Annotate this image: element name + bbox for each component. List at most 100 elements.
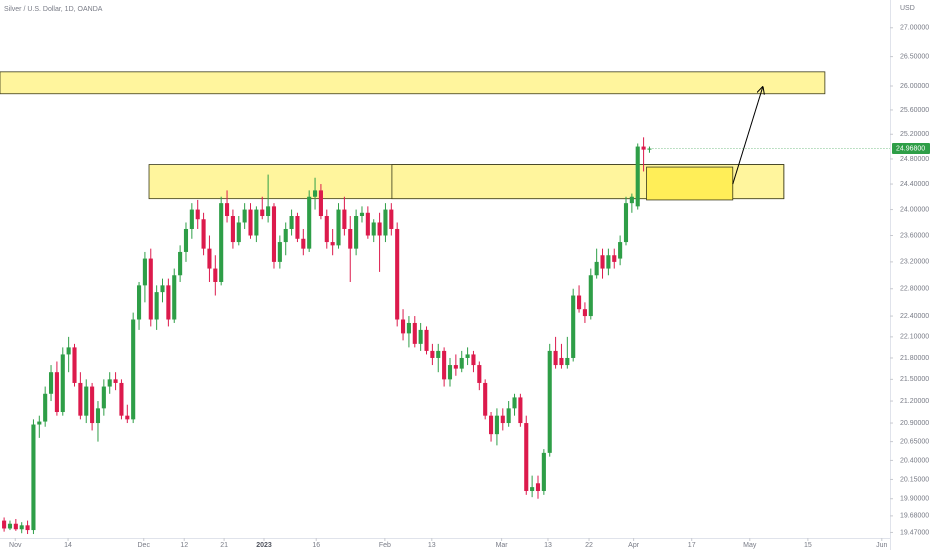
- y-tick-label: 21.50000: [900, 376, 929, 383]
- candle-body: [318, 190, 323, 217]
- x-tick-label: Mar: [496, 542, 509, 549]
- candle-body: [277, 242, 282, 262]
- y-tick-label: 22.10000: [900, 334, 929, 341]
- candle-body: [377, 222, 382, 236]
- y-tick-label: 20.65000: [900, 438, 929, 445]
- candle-body: [148, 258, 153, 320]
- candle-body: [588, 275, 593, 317]
- candle-body: [289, 216, 294, 229]
- x-tick-label: 14: [64, 542, 72, 549]
- candle-body: [60, 354, 65, 413]
- candle-body: [54, 372, 59, 413]
- candle-body: [354, 216, 359, 249]
- y-tick-label: 26.00000: [900, 83, 929, 90]
- candle-body: [612, 255, 617, 262]
- candle-body: [371, 222, 376, 236]
- candle-body: [78, 382, 83, 416]
- candle-body: [465, 354, 470, 358]
- candle-body: [13, 523, 18, 530]
- candle-body: [406, 322, 411, 334]
- candle-body: [629, 196, 634, 204]
- x-tick-label: Nov: [9, 542, 22, 549]
- candle-body: [365, 212, 370, 236]
- candle-body: [594, 261, 599, 276]
- x-tick-label: 13: [544, 542, 552, 549]
- y-tick-label: 25.20000: [900, 131, 929, 138]
- candle-body: [494, 415, 499, 435]
- candle-body: [119, 382, 124, 416]
- candle-body: [101, 386, 106, 409]
- candle-body: [131, 319, 136, 420]
- candle-body: [477, 365, 482, 383]
- candle-body: [236, 222, 241, 243]
- candle-body: [447, 365, 453, 380]
- candle-body: [489, 415, 494, 435]
- candle-body: [541, 452, 546, 491]
- candle-body: [266, 206, 271, 217]
- candle-body: [582, 309, 587, 317]
- candle-body: [412, 322, 417, 344]
- y-tick-label: 23.20000: [900, 259, 929, 266]
- candle-body: [166, 285, 171, 320]
- y-tick-label: 21.20000: [900, 398, 929, 405]
- candle-body: [330, 242, 335, 246]
- x-tick-label: Feb: [379, 542, 391, 549]
- candle-body: [647, 148, 652, 150]
- x-tick-label: 13: [428, 542, 436, 549]
- candle-body: [559, 357, 564, 366]
- candle-body: [31, 424, 36, 531]
- candle-body: [142, 258, 147, 286]
- candle-body: [125, 415, 130, 420]
- candle-body: [418, 329, 423, 344]
- y-tick-label: 24.40000: [900, 181, 929, 188]
- candle-body: [442, 350, 447, 380]
- y-tick-label: 23.60000: [900, 232, 929, 239]
- y-tick-label: 26.50000: [900, 53, 929, 60]
- candle-body: [242, 209, 247, 223]
- candle-body: [623, 203, 629, 243]
- candle-body: [37, 421, 42, 425]
- candle-body: [154, 292, 159, 320]
- x-tick-label: 16: [312, 542, 320, 549]
- candle-body: [518, 397, 523, 424]
- y-tick-label: 27.00000: [900, 25, 929, 32]
- y-tick-label: 19.68000: [900, 513, 929, 520]
- zone: [0, 71, 826, 95]
- candle-body: [577, 295, 582, 310]
- candle-body: [48, 372, 54, 394]
- x-tick-label: Apr: [628, 542, 640, 549]
- x-tick-label: 12: [180, 542, 188, 549]
- candle-body: [271, 206, 277, 262]
- candle-body: [248, 209, 253, 236]
- candle-body: [219, 203, 224, 282]
- arrow: [732, 87, 763, 185]
- y-tick-label: 24.00000: [900, 206, 929, 213]
- candle-body: [453, 365, 458, 369]
- candle-body: [230, 216, 235, 243]
- candle-body: [95, 408, 101, 424]
- candle-body: [160, 285, 165, 293]
- candle-body: [471, 354, 476, 366]
- x-tick-label: 15: [804, 542, 812, 549]
- candle-body: [295, 216, 300, 239]
- x-tick-label: 2023: [256, 542, 272, 549]
- candle-body: [207, 248, 212, 269]
- candle-body: [400, 319, 406, 334]
- candle-body: [90, 386, 95, 424]
- candle-body: [395, 228, 400, 320]
- x-tick-label: Dec: [138, 542, 151, 549]
- candle-body: [213, 268, 218, 282]
- y-tick-label: 21.80000: [900, 355, 929, 362]
- y-tick-label: 19.47000: [900, 529, 929, 536]
- candle-body: [483, 382, 488, 416]
- y-tick-label: 19.90000: [900, 496, 929, 503]
- candle-body: [43, 393, 48, 422]
- y-tick-label: 20.90000: [900, 420, 929, 427]
- candle-body: [301, 238, 306, 249]
- candle-body: [500, 415, 505, 424]
- x-tick-label: Jun: [876, 542, 887, 549]
- candle-body: [565, 357, 570, 366]
- candle-body: [553, 350, 558, 366]
- x-tick-label: May: [743, 542, 757, 549]
